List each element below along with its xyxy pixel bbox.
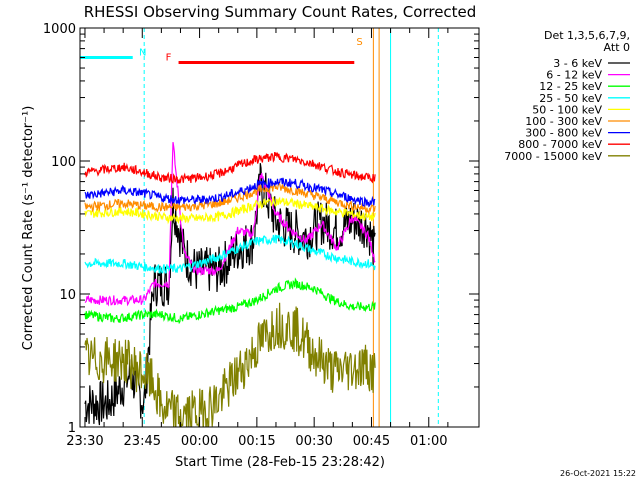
- legend-header-line-2: Att 0: [604, 41, 630, 54]
- legend-label-6: 100 - 300 keV: [525, 115, 602, 128]
- x-axis-label: Start Time (28-Feb-15 23:28:42): [175, 455, 385, 470]
- annotation-label-n: N: [139, 48, 146, 59]
- y-tick-label-1: 1: [68, 421, 76, 436]
- series-line-6-12-kev: [84, 142, 376, 307]
- x-tick-label-0030: 00:30: [295, 434, 332, 449]
- legend-label-5: 50 - 100 keV: [532, 103, 602, 116]
- series-line-800-7000-kev: [84, 151, 376, 184]
- footer-date: 26-Oct-2021 15:22: [560, 469, 636, 478]
- y-tick-label-10: 10: [59, 288, 76, 303]
- chart-title: RHESSI Observing Summary Count Rates, Co…: [84, 3, 477, 21]
- legend-label-3: 12 - 25 keV: [539, 80, 602, 93]
- legend-label-7: 300 - 800 keV: [525, 127, 602, 140]
- legend-label-4: 25 - 50 keV: [539, 92, 602, 105]
- x-tick-label-0000: 00:00: [181, 434, 218, 449]
- plot-inner: [80, 28, 439, 427]
- x-tick-label-0015: 00:15: [238, 434, 275, 449]
- series-line-12-25-kev: [84, 277, 376, 325]
- plot-area: N F S: [80, 28, 439, 427]
- series-line-7000-15000-kev: [84, 302, 376, 427]
- legend-label-1: 3 - 6 keV: [553, 57, 602, 70]
- legend-label-2: 6 - 12 keV: [546, 69, 602, 82]
- series-line-300-800-kev: [84, 177, 376, 208]
- x-tick-label-2345: 23:45: [124, 434, 161, 449]
- legend-label-9: 7000 - 15000 keV: [504, 150, 602, 163]
- series-line-100-300-kev: [84, 181, 376, 215]
- y-tick-label-1000: 1000: [43, 22, 76, 37]
- x-tick-label-0100: 01:00: [410, 434, 447, 449]
- y-tick-label-100: 100: [51, 155, 76, 170]
- x-tick-label-2330: 23:30: [66, 434, 103, 449]
- annotation-label-s: S: [356, 37, 362, 48]
- annotation-label-f: F: [166, 53, 172, 64]
- x-tick-label-0045: 00:45: [353, 434, 390, 449]
- x-axis: 23:30 23:45 00:00 00:15 00:30 00:45 01:00: [66, 28, 449, 449]
- legend-label-8: 800 - 7000 keV: [518, 138, 602, 151]
- series-line-50-100-kev: [84, 196, 376, 225]
- y-axis: 1 10 100 1000: [43, 22, 479, 436]
- y-axis-label: Corrected Count Rate (s⁻¹ detector⁻¹): [21, 106, 36, 351]
- series-line-25-50-kev: [84, 234, 376, 274]
- plot-frame: [79, 27, 480, 428]
- legend-header-line-1: Det 1,3,5,6,7,9,: [544, 29, 630, 42]
